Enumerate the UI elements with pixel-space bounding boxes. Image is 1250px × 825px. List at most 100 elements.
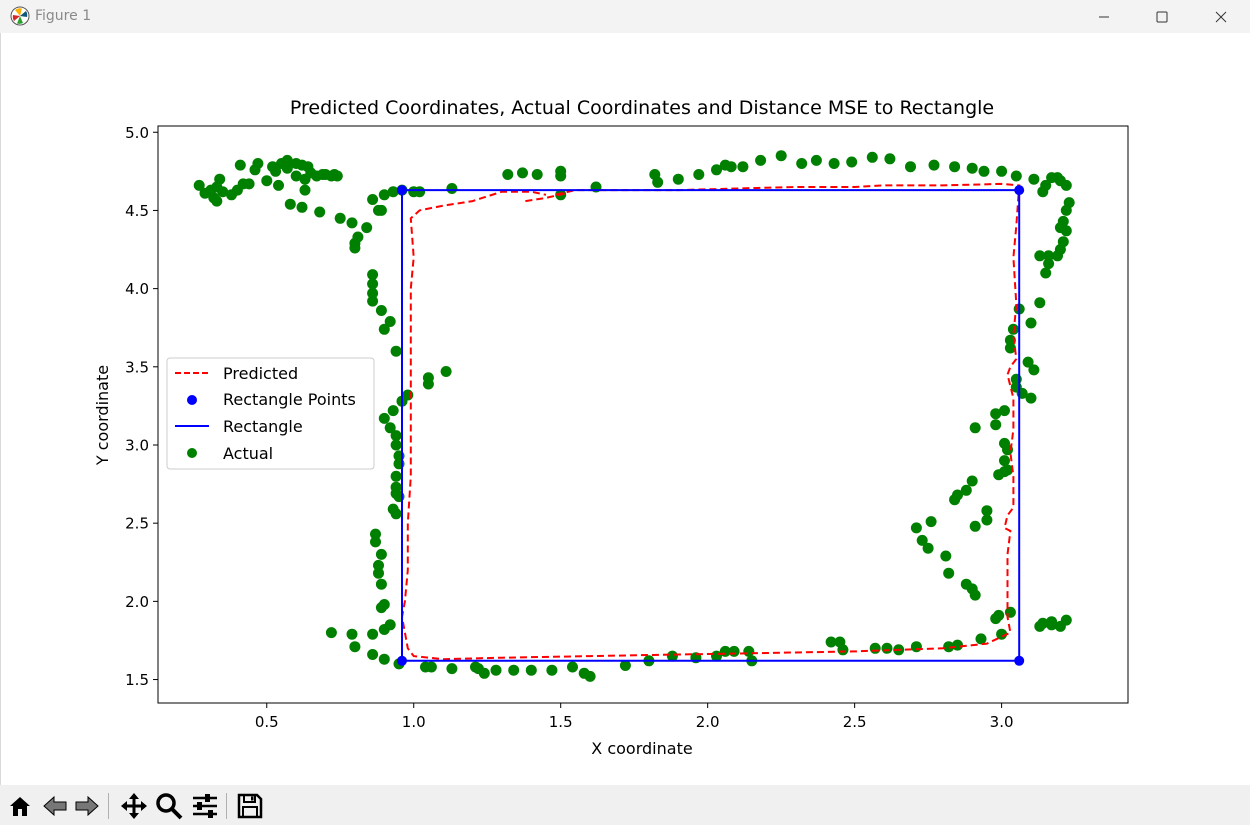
actual-point: [672, 173, 684, 185]
actual-point: [490, 664, 502, 676]
arrow-right-icon: [75, 795, 99, 817]
actual-point: [810, 154, 822, 166]
actual-point: [928, 159, 940, 171]
actual-point: [584, 670, 596, 682]
actual-point: [981, 514, 993, 526]
actual-point: [567, 661, 578, 673]
configure-subplots-button[interactable]: [190, 791, 220, 821]
actual-point: [378, 653, 390, 665]
actual-point: [1043, 250, 1055, 262]
actual-point: [910, 641, 922, 653]
actual-point: [737, 161, 749, 173]
zoom-button[interactable]: [154, 791, 184, 821]
actual-point: [217, 186, 229, 198]
actual-point: [966, 162, 978, 174]
actual-point: [281, 154, 293, 166]
actual-point: [966, 583, 978, 595]
actual-point: [881, 642, 893, 654]
actual-point: [996, 628, 1008, 640]
x-tick-label: 2.0: [696, 713, 720, 731]
actual-point: [837, 644, 849, 656]
actual-point: [346, 628, 358, 640]
actual-point: [666, 650, 678, 662]
actual-point: [390, 508, 402, 520]
actual-point: [390, 345, 402, 357]
actual-point: [296, 201, 308, 213]
actual-point: [1022, 356, 1034, 368]
actual-point: [1025, 317, 1037, 329]
figure-canvas[interactable]: Predicted Coordinates, Actual Coordinate…: [0, 33, 1250, 785]
actual-point: [693, 169, 705, 180]
close-button[interactable]: [1192, 0, 1250, 33]
actual-point: [1034, 620, 1046, 632]
actual-point: [943, 641, 955, 653]
x-tick-label: 1.5: [549, 713, 573, 731]
legend-box: [166, 357, 375, 470]
actual-point: [373, 567, 384, 579]
actual-point: [387, 405, 399, 417]
actual-point: [370, 528, 381, 540]
actual-point: [346, 217, 358, 229]
y-axis-label: Y coordinate: [93, 365, 112, 466]
actual-point: [331, 170, 343, 182]
actual-point: [922, 542, 934, 554]
y-tick-label: 2.0: [125, 593, 149, 611]
back-button[interactable]: [40, 791, 70, 821]
actual-point: [370, 536, 381, 548]
home-button[interactable]: [5, 791, 35, 821]
actual-point: [1054, 222, 1066, 234]
navigation-toolbar: [0, 785, 1250, 825]
actual-point: [825, 636, 837, 648]
predicted-line: [400, 182, 1021, 661]
actual-point: [916, 534, 928, 546]
actual-point: [440, 366, 452, 377]
y-tick-label: 1.5: [125, 671, 149, 689]
actual-point: [378, 412, 390, 424]
actual-point: [555, 170, 567, 182]
maximize-button[interactable]: [1133, 0, 1191, 33]
actual-point: [910, 522, 922, 534]
forward-button[interactable]: [72, 791, 102, 821]
actual-point: [387, 186, 399, 198]
actual-point: [375, 204, 387, 216]
legend-predicted-label: Predicted: [223, 364, 298, 383]
actual-point: [649, 169, 661, 180]
actual-point: [775, 150, 787, 162]
actual-point: [1063, 197, 1075, 209]
actual-point: [905, 161, 916, 173]
toolbar-separator: [226, 793, 227, 819]
rectangle-line: [401, 189, 1021, 662]
legend-rectangle-points-swatch: [187, 395, 197, 405]
y-tick-label: 4.0: [125, 280, 149, 298]
actual-point: [728, 645, 740, 657]
actual-point: [949, 161, 961, 173]
save-button[interactable]: [235, 791, 265, 821]
actual-point: [425, 661, 437, 673]
matplotlib-logo-icon: [10, 6, 30, 26]
chart-title: Predicted Coordinates, Actual Coordinate…: [290, 97, 994, 119]
x-tick-label: 3.0: [990, 713, 1014, 731]
legend-rectangle-label: Rectangle: [223, 417, 303, 436]
actual-point: [502, 169, 514, 180]
actual-point: [261, 175, 273, 187]
actual-point: [367, 194, 379, 205]
actual-point: [378, 599, 390, 610]
toolbar-separator: [108, 793, 109, 819]
actual-point: [975, 633, 987, 645]
actual-point: [390, 430, 402, 442]
actual-point: [361, 222, 373, 234]
y-tick-label: 3.0: [125, 436, 149, 454]
actual-point: [1025, 392, 1037, 404]
actual-point: [1054, 620, 1066, 632]
actual-point: [414, 186, 426, 198]
legend-rectangle-points-label: Rectangle Points: [223, 390, 356, 409]
actual-point: [214, 173, 226, 185]
actual-point: [1043, 258, 1055, 270]
minimize-button[interactable]: [1075, 0, 1133, 33]
actual-point: [531, 169, 543, 180]
close-icon: [1215, 11, 1227, 22]
actual-point: [1004, 342, 1016, 354]
actual-point: [375, 548, 387, 560]
pan-button[interactable]: [119, 791, 149, 821]
actual-point: [996, 165, 1008, 177]
